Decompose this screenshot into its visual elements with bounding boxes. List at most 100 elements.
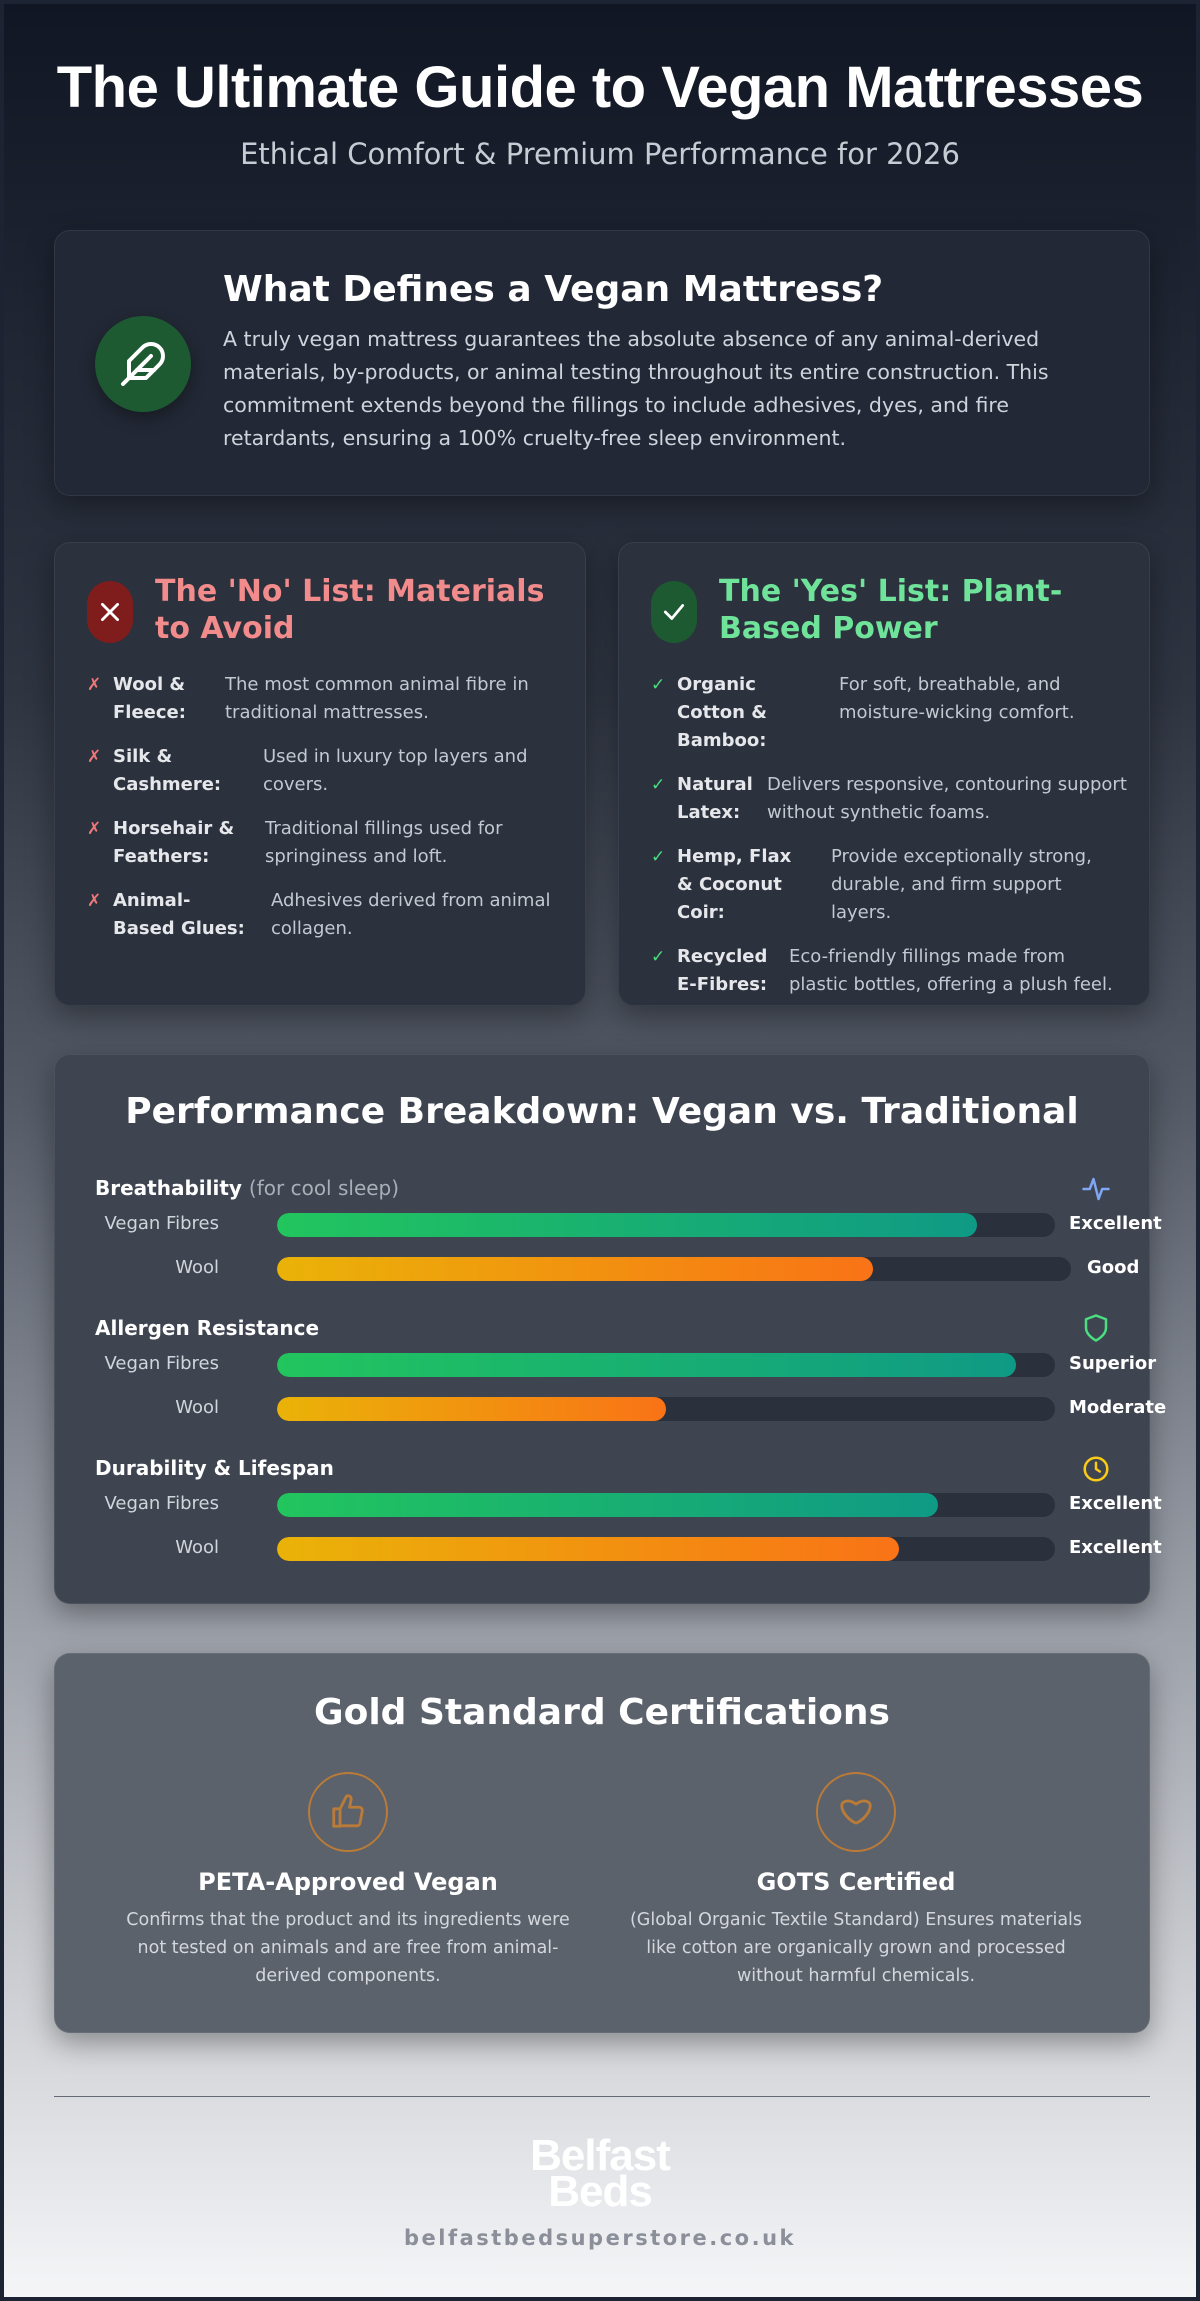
bar-track — [277, 1493, 1055, 1517]
bar-label: Wool — [175, 1397, 219, 1418]
list-item: ✓ Hemp, Flax & Coconut Coir: Provide exc… — [651, 843, 1127, 927]
bar-row: Vegan Fibres Superior — [95, 1351, 1156, 1377]
cross-mark-icon: ✗ — [87, 675, 102, 695]
bar-rating: Superior — [1069, 1353, 1157, 1374]
bar-track — [277, 1353, 1055, 1377]
footer-url-link[interactable]: belfastbedsuperstore.co.uk — [403, 2226, 797, 2250]
list-item: ✓ Recycled E-Fibres: Eco-friendly fillin… — [651, 943, 1127, 999]
definition-title: What Defines a Vegan Mattress? — [223, 269, 884, 310]
bar-fill — [277, 1213, 978, 1237]
x-icon — [87, 581, 133, 643]
bar-rating: Excellent — [1069, 1493, 1162, 1514]
item-desc: Adhesives derived from animal collagen. — [271, 890, 551, 939]
list-item: ✓ Natural Latex: Delivers responsive, co… — [651, 771, 1127, 827]
cross-mark-icon: ✗ — [87, 891, 102, 911]
brand-logo[interactable]: Belfast Beds — [4, 2131, 1196, 2214]
bar-label: Vegan Fibres — [104, 1493, 219, 1514]
cert-name: PETA-Approved Vegan — [198, 1868, 498, 1896]
item-name: Wool & Fleece: — [113, 674, 186, 723]
bar-fill — [277, 1537, 900, 1561]
footer-divider — [54, 2096, 1150, 2097]
check-mark-icon: ✓ — [651, 947, 666, 967]
cross-mark-icon: ✗ — [87, 819, 102, 839]
bar-track — [277, 1537, 1055, 1561]
bar-row: Vegan Fibres Excellent — [95, 1491, 1162, 1517]
page-title: The Ultimate Guide to Vegan Mattresses — [56, 55, 1144, 120]
bar-fill — [277, 1493, 939, 1517]
definition-card: What Defines a Vegan Mattress? A truly v… — [54, 230, 1150, 496]
shield-icon — [1084, 1314, 1108, 1342]
definition-body: A truly vegan mattress guarantees the ab… — [223, 327, 1049, 450]
item-desc: Eco-friendly fillings made from plastic … — [789, 946, 1113, 995]
item-name: Silk & Cashmere: — [113, 746, 222, 795]
heart-icon — [816, 1772, 896, 1852]
yes-list-card: The 'Yes' List: Plant-Based Power ✓ Orga… — [618, 542, 1150, 1006]
cert-desc: (Global Organic Textile Standard) Ensure… — [629, 1910, 1083, 1986]
bar-fill — [277, 1397, 666, 1421]
list-item: ✓ Organic Cotton & Bamboo: For soft, bre… — [651, 671, 1127, 755]
group-title-text: Allergen Resistance — [95, 1316, 320, 1340]
cert-peta: PETA-Approved Vegan Confirms that the pr… — [113, 1772, 583, 1990]
no-list-title: The 'No' List: Materials to Avoid — [155, 574, 545, 646]
allergen-title: Allergen Resistance — [95, 1316, 319, 1340]
bar-label: Vegan Fibres — [104, 1213, 219, 1234]
yes-list-items: ✓ Organic Cotton & Bamboo: For soft, bre… — [651, 671, 1127, 1015]
item-desc: Provide exceptionally strong, durable, a… — [831, 846, 1092, 923]
feather-icon — [95, 316, 191, 412]
bar-label: Wool — [175, 1257, 219, 1278]
item-name: Recycled E-Fibres: — [677, 946, 768, 995]
bar-track — [277, 1397, 1055, 1421]
certifications-title: Gold Standard Certifications — [314, 1692, 890, 1733]
item-desc: The most common animal fibre in traditio… — [225, 674, 529, 723]
bar-label: Wool — [175, 1537, 219, 1558]
cert-name: GOTS Certified — [756, 1868, 956, 1896]
bar-row: Vegan Fibres Excellent — [95, 1211, 1162, 1237]
group-subtitle: (for cool sleep) — [248, 1176, 400, 1200]
certifications-card: Gold Standard Certifications PETA-Approv… — [54, 1653, 1150, 2033]
item-name: Organic Cotton & Bamboo: — [677, 674, 767, 751]
list-item: ✗ Animal-Based Glues: Adhesives derived … — [87, 887, 563, 943]
page-subtitle: Ethical Comfort & Premium Performance fo… — [240, 137, 960, 171]
bar-label: Vegan Fibres — [104, 1353, 219, 1374]
item-name: Horsehair & Feathers: — [113, 818, 235, 867]
pulse-icon — [1082, 1177, 1110, 1201]
thumbs-up-icon — [308, 1772, 388, 1852]
performance-card: Performance Breakdown: Vegan vs. Traditi… — [54, 1054, 1166, 1604]
bar-row: Wool Excellent — [95, 1535, 1162, 1561]
durability-title: Durability & Lifespan — [95, 1456, 334, 1480]
performance-title: Performance Breakdown: Vegan vs. Traditi… — [125, 1091, 1079, 1132]
item-desc: For soft, breathable, and moisture-wicki… — [839, 674, 1075, 723]
bar-track — [277, 1257, 1071, 1281]
yes-list-title: The 'Yes' List: Plant-Based Power — [719, 574, 1063, 646]
item-desc: Delivers responsive, contouring support … — [767, 774, 1127, 823]
group-title-text: Breathability — [95, 1176, 242, 1200]
check-mark-icon: ✓ — [651, 847, 666, 867]
cert-desc: Confirms that the product and its ingred… — [126, 1910, 570, 1986]
no-list-card: The 'No' List: Materials to Avoid ✗ Wool… — [54, 542, 586, 1006]
bar-row: Wool Good — [95, 1255, 1139, 1281]
no-list-items: ✗ Wool & Fleece: The most common animal … — [87, 671, 563, 959]
check-mark-icon: ✓ — [651, 775, 666, 795]
item-name: Hemp, Flax & Coconut Coir: — [677, 846, 792, 923]
list-item: ✗ Silk & Cashmere: Used in luxury top la… — [87, 743, 563, 799]
item-name: Animal-Based Glues: — [113, 890, 245, 939]
list-item: ✗ Horsehair & Feathers: Traditional fill… — [87, 815, 563, 871]
bar-rating: Good — [1087, 1257, 1140, 1278]
bar-fill — [277, 1257, 873, 1281]
breathability-title: Breathability (for cool sleep) — [95, 1176, 399, 1200]
bar-row: Wool Moderate — [95, 1395, 1166, 1421]
list-item: ✗ Wool & Fleece: The most common animal … — [87, 671, 563, 727]
clock-icon — [1083, 1456, 1109, 1482]
header: The Ultimate Guide to Vegan Mattresses E… — [4, 4, 1196, 171]
item-desc: Used in luxury top layers and covers. — [263, 746, 528, 795]
logo-line-1: Belfast — [530, 2131, 671, 2180]
bar-rating: Excellent — [1069, 1537, 1162, 1558]
item-name: Natural Latex: — [677, 774, 753, 823]
cross-mark-icon: ✗ — [87, 747, 102, 767]
check-icon — [651, 581, 697, 643]
bar-rating: Excellent — [1069, 1213, 1162, 1234]
bar-rating: Moderate — [1069, 1397, 1167, 1418]
cert-gots: GOTS Certified (Global Organic Textile S… — [621, 1772, 1091, 1990]
check-mark-icon: ✓ — [651, 675, 666, 695]
group-title-text: Durability & Lifespan — [95, 1456, 334, 1480]
